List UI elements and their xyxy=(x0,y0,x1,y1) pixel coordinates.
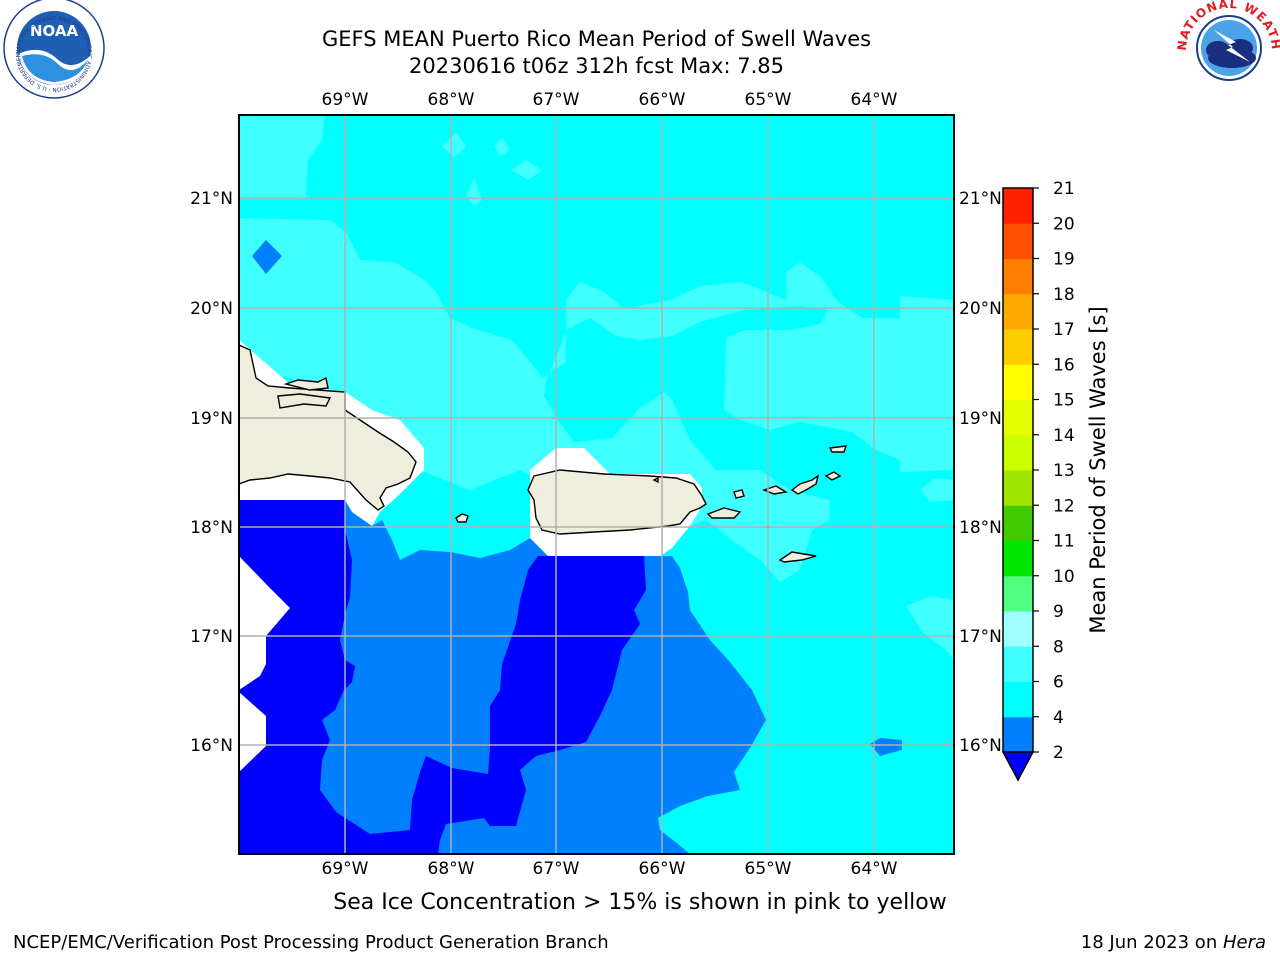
lon-label: 64°W xyxy=(851,90,898,110)
footer-host: Hera xyxy=(1222,932,1266,953)
colorbar-tick-label: 16 xyxy=(1053,355,1075,375)
nws-logo: NATIONAL WEATHER SERVICE xyxy=(0,0,1280,81)
colorbar-swatch xyxy=(1003,575,1033,612)
lat-label: 16°N xyxy=(959,736,1002,756)
lon-label: 64°W xyxy=(851,859,898,879)
noaa-logo: NOAA NATIONAL OCEANIC AND ATMOSPHERIC AD… xyxy=(0,0,105,99)
chart-subtitle: 20230616 t06z 312h fcst Max: 7.85 xyxy=(409,54,784,78)
colorbar-tick-label: 21 xyxy=(1053,179,1075,199)
footer-date: 18 Jun 2023 on Hera xyxy=(1081,932,1266,953)
colorbar-swatch xyxy=(1003,681,1033,718)
lon-labels-top: 69°W 68°W 67°W 66°W 65°W 64°W xyxy=(322,90,898,110)
lon-label: 65°W xyxy=(745,859,792,879)
lat-label: 18°N xyxy=(959,518,1002,538)
lat-label: 21°N xyxy=(190,189,233,209)
colorbar: 2 4 6 8 9 10 11 12 13 14 15 16 17 18 19 20 21 Mean Perio… xyxy=(1001,179,1110,782)
colorbar-tick-label: 19 xyxy=(1053,250,1075,270)
lon-label: 66°W xyxy=(639,90,686,110)
lat-label: 19°N xyxy=(190,409,233,429)
lat-label: 16°N xyxy=(190,736,233,756)
colorbar-swatch xyxy=(1003,329,1033,365)
footer-date-text: 18 Jun 2023 on xyxy=(1080,932,1223,953)
svg-text:NATIONAL WEATHER SERVICE: NATIONAL WEATHER SERVICE xyxy=(0,0,1280,51)
lat-label: 21°N xyxy=(959,189,1002,209)
colorbar-tick-label: 11 xyxy=(1053,532,1075,552)
colorbar-tick-label: 18 xyxy=(1053,285,1075,305)
swell-period-map xyxy=(239,115,954,854)
colorbar-swatch xyxy=(1003,293,1033,330)
lon-label: 67°W xyxy=(533,859,580,879)
colorbar-swatch xyxy=(1003,399,1033,436)
lon-labels-bottom: 69°W 68°W 67°W 66°W 65°W 64°W xyxy=(322,859,898,879)
lon-label: 65°W xyxy=(745,90,792,110)
colorbar-tick-label: 4 xyxy=(1053,708,1064,728)
lon-label: 69°W xyxy=(322,859,369,879)
colorbar-title: Mean Period of Swell Waves [s] xyxy=(1086,306,1110,633)
lat-labels-right: 21°N 20°N 19°N 18°N 17°N 16°N xyxy=(959,189,1002,756)
colorbar-swatch xyxy=(1003,258,1033,295)
colorbar-swatch xyxy=(1003,470,1033,506)
colorbar-tick-label: 8 xyxy=(1053,637,1064,657)
colorbar-swatch xyxy=(1003,223,1033,259)
colorbar-swatch xyxy=(1003,505,1033,541)
colorbar-swatch xyxy=(1003,716,1033,753)
colorbar-tick-label: 12 xyxy=(1053,496,1075,516)
map-graticule xyxy=(239,115,954,854)
lon-label: 68°W xyxy=(428,859,475,879)
lat-label: 17°N xyxy=(959,627,1002,647)
lat-label: 20°N xyxy=(190,299,233,319)
colorbar-extend-arrow xyxy=(1001,751,1035,782)
colorbar-swatch xyxy=(1003,364,1033,400)
colorbar-tick-label: 10 xyxy=(1053,567,1075,587)
colorbar-swatch xyxy=(1003,646,1033,682)
chart-title: GEFS MEAN Puerto Rico Mean Period of Swe… xyxy=(321,27,872,51)
colorbar-tick-label: 13 xyxy=(1053,461,1075,481)
lat-label: 20°N xyxy=(959,299,1002,319)
footer-credit: NCEP/EMC/Verification Post Processing Pr… xyxy=(13,932,609,953)
colorbar-tick-label: 15 xyxy=(1053,391,1075,411)
colorbar-tick-label: 20 xyxy=(1053,214,1075,234)
lon-label: 69°W xyxy=(322,90,369,110)
colorbar-tick-label: 2 xyxy=(1053,743,1064,763)
land xyxy=(239,344,848,563)
colorbar-swatch xyxy=(1003,540,1033,577)
colorbar-tick-label: 9 xyxy=(1053,602,1064,622)
colorbar-swatch xyxy=(1003,434,1033,471)
lat-label: 19°N xyxy=(959,409,1002,429)
colorbar-swatch xyxy=(1003,611,1033,647)
lat-label: 18°N xyxy=(190,518,233,538)
colorbar-tick-label: 6 xyxy=(1053,673,1064,693)
map-frame xyxy=(238,114,955,855)
lat-labels-left: 21°N 20°N 19°N 18°N 17°N 16°N xyxy=(190,189,233,756)
colorbar-tick-label: 14 xyxy=(1053,426,1075,446)
colorbar-tick-label: 17 xyxy=(1053,320,1075,340)
svg-text:NOAA: NOAA xyxy=(30,22,79,40)
colorbar-swatch xyxy=(1003,188,1033,224)
lon-label: 68°W xyxy=(428,90,475,110)
lon-label: 66°W xyxy=(639,859,686,879)
sea-ice-note: Sea Ice Concentration > 15% is shown in … xyxy=(333,890,947,915)
lat-label: 17°N xyxy=(190,627,233,647)
lon-label: 67°W xyxy=(533,90,580,110)
